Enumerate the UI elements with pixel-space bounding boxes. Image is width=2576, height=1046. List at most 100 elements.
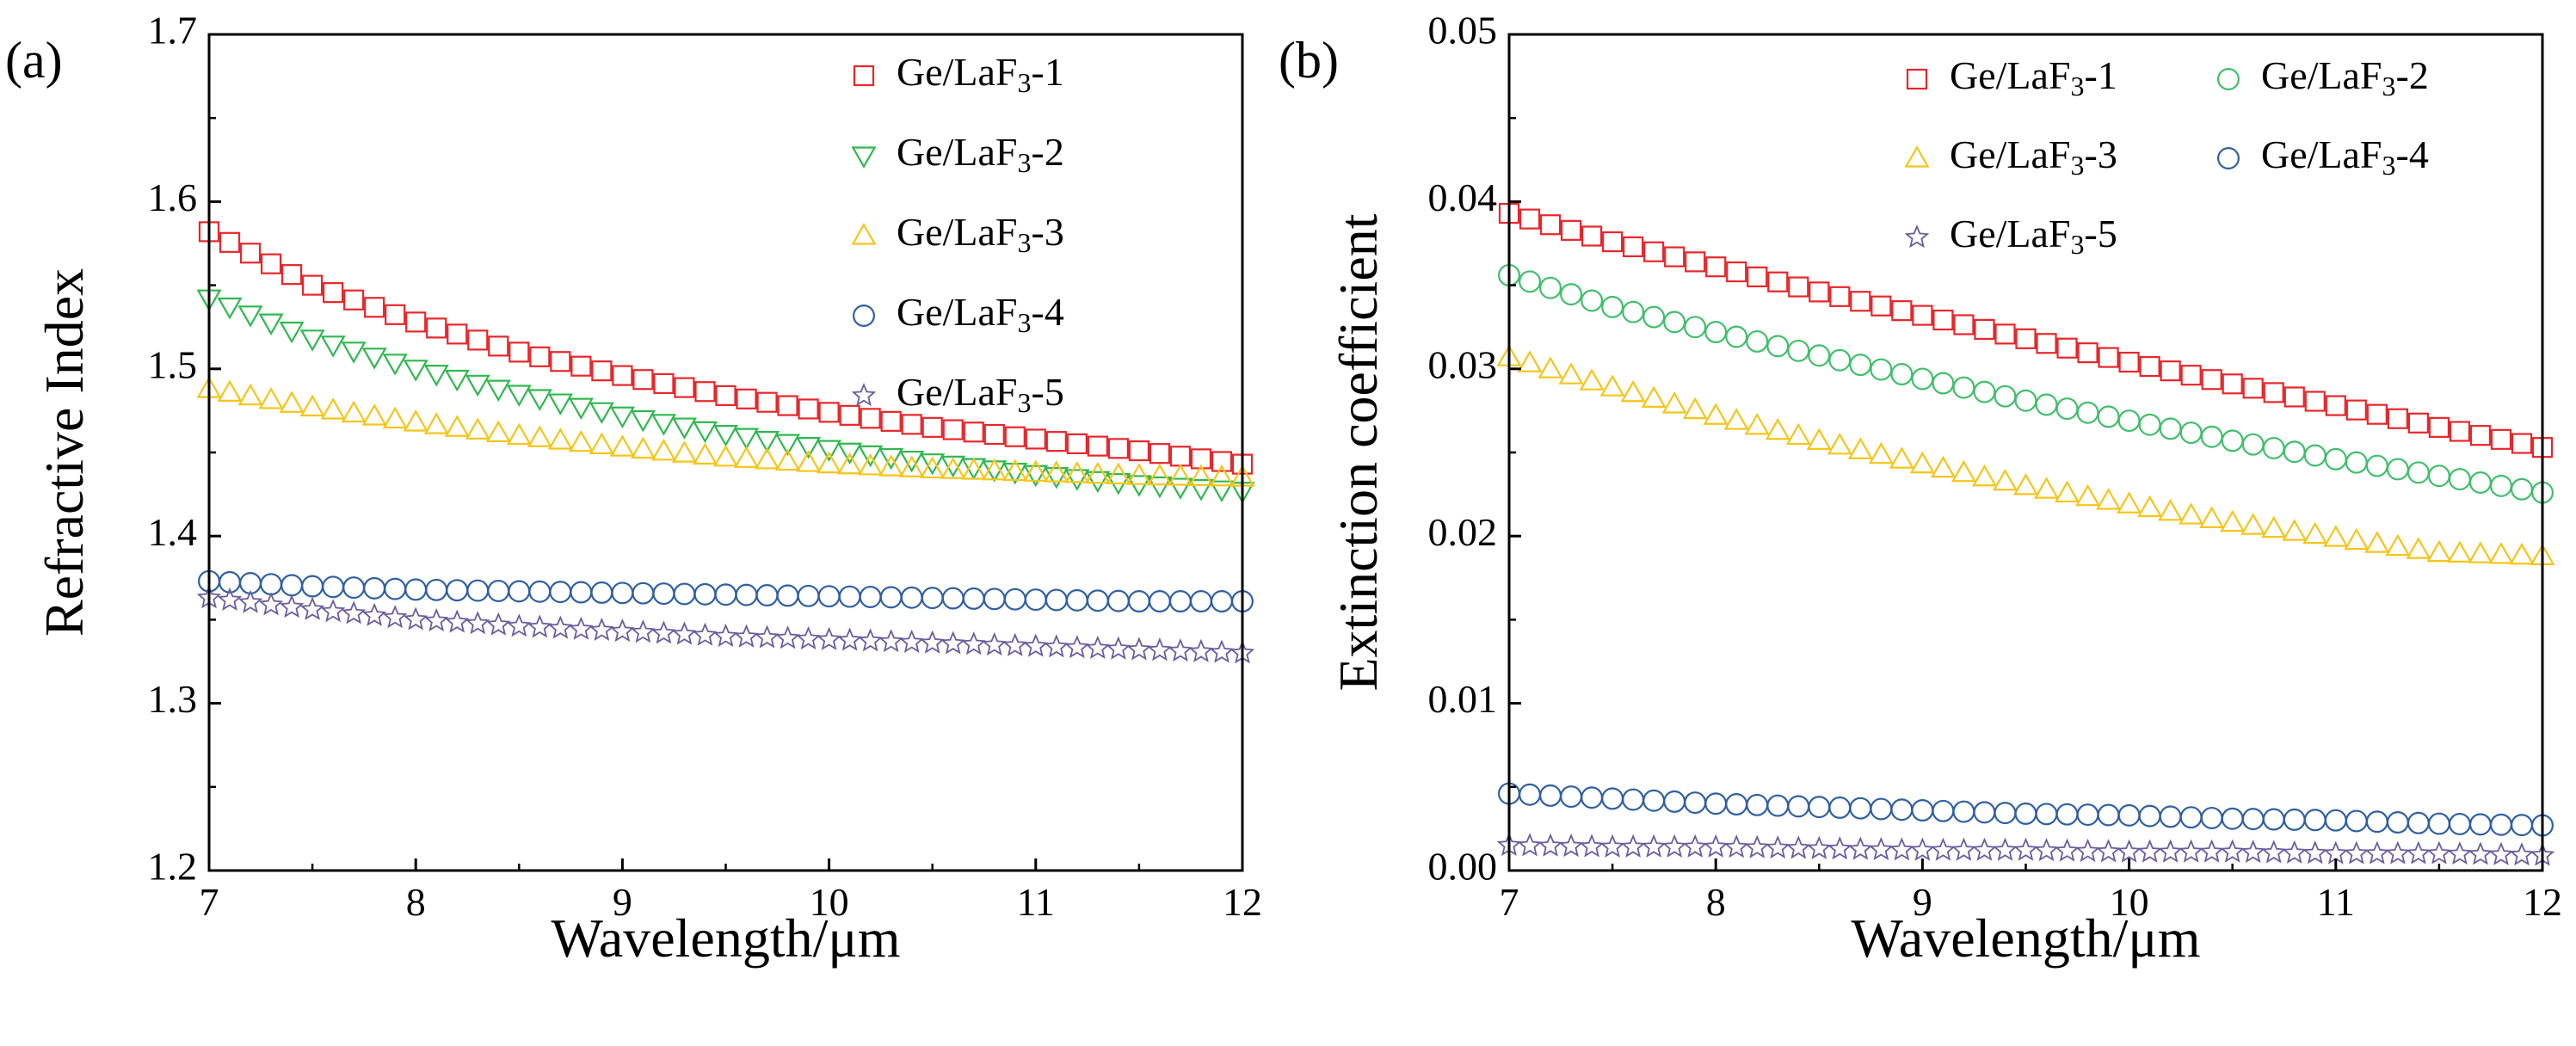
data-point xyxy=(693,582,717,606)
x-tick-label: 9 xyxy=(1913,880,1932,924)
data-point xyxy=(508,580,531,603)
legend-item-3: Ge/LaF3-3 xyxy=(851,210,1064,258)
data-point xyxy=(299,329,325,352)
data-point xyxy=(2468,841,2493,865)
data-point xyxy=(568,429,594,452)
data-point xyxy=(1726,261,1747,283)
data-point xyxy=(1065,588,1088,612)
data-point xyxy=(1168,464,1193,486)
legend-label-subscript: 3 xyxy=(1018,147,1032,178)
data-point xyxy=(2427,812,2450,835)
data-point xyxy=(1994,802,2017,825)
data-point xyxy=(632,581,655,605)
data-point xyxy=(589,617,614,641)
data-point xyxy=(528,580,552,603)
data-point xyxy=(2468,813,2492,836)
data-point xyxy=(1560,785,1583,809)
data-point xyxy=(1744,834,1770,858)
data-point xyxy=(2345,809,2368,833)
data-point xyxy=(405,311,427,333)
data-point xyxy=(1147,476,1173,499)
legend-marker xyxy=(1906,68,1928,90)
data-point xyxy=(1952,800,1975,823)
data-point xyxy=(1787,339,1810,362)
data-point xyxy=(1870,797,1893,821)
data-point xyxy=(921,587,944,610)
legend-marker xyxy=(853,65,875,87)
data-point xyxy=(1641,834,1667,858)
data-point xyxy=(2365,454,2388,477)
data-point xyxy=(485,379,511,402)
data-point xyxy=(1622,788,1645,811)
data-point xyxy=(1599,374,1625,397)
data-point xyxy=(279,594,305,618)
data-point xyxy=(1025,428,1046,450)
data-point xyxy=(878,454,904,477)
data-point xyxy=(2324,809,2347,832)
data-point xyxy=(901,414,922,435)
legend-marker xyxy=(853,305,875,327)
data-point xyxy=(1723,834,1749,858)
data-point xyxy=(2055,803,2079,826)
data-point xyxy=(1911,799,1934,821)
data-point xyxy=(878,629,903,653)
data-point xyxy=(733,428,760,450)
data-point xyxy=(941,587,964,610)
data-point xyxy=(488,335,509,357)
data-point xyxy=(1642,305,1666,329)
legend-marker xyxy=(851,146,877,169)
data-point xyxy=(1767,271,1789,292)
data-point xyxy=(1827,432,1852,455)
data-point xyxy=(1620,379,1646,403)
data-point xyxy=(1994,323,2016,345)
data-point xyxy=(1601,231,1624,253)
data-point xyxy=(2345,451,2368,474)
data-point xyxy=(1085,461,1111,484)
x-tick-label: 10 xyxy=(2110,880,2149,924)
data-point xyxy=(2325,395,2346,416)
data-point xyxy=(2488,542,2514,564)
data-point xyxy=(754,447,780,470)
data-point xyxy=(2137,839,2162,863)
data-point xyxy=(837,627,862,651)
data-point xyxy=(2365,810,2388,834)
data-point xyxy=(2096,488,2122,510)
data-point xyxy=(320,335,346,358)
data-point xyxy=(1209,639,1235,663)
data-point xyxy=(506,422,532,446)
data-point xyxy=(1910,837,1935,861)
data-point xyxy=(817,451,842,474)
data-point xyxy=(1850,291,1871,312)
data-point xyxy=(630,436,656,459)
legend-item-3: Ge/LaF3-3 xyxy=(1904,132,2117,181)
x-tick-label: 11 xyxy=(1017,880,1055,924)
plot-area xyxy=(1497,202,2554,866)
data-point xyxy=(258,313,284,336)
data-point xyxy=(1974,318,1995,341)
legend-item-2: Ge/LaF3-2 xyxy=(2217,53,2429,102)
data-point xyxy=(2034,838,2059,862)
data-point xyxy=(1623,236,1644,257)
data-point xyxy=(2511,433,2533,454)
data-point xyxy=(982,631,1008,656)
data-point xyxy=(2509,842,2535,866)
data-point xyxy=(1992,468,2018,491)
data-point xyxy=(1560,219,1582,241)
data-point xyxy=(817,626,841,650)
data-point xyxy=(878,447,904,471)
data-point xyxy=(260,253,282,274)
data-point xyxy=(920,453,946,476)
data-point xyxy=(1704,321,1728,344)
data-point xyxy=(2199,839,2224,863)
data-point xyxy=(712,444,739,467)
data-point xyxy=(301,575,324,598)
legend-marker xyxy=(851,383,877,407)
data-point xyxy=(652,582,675,606)
data-point xyxy=(1188,479,1214,501)
legend-label-main: Ge/LaF xyxy=(897,50,1018,94)
data-point xyxy=(2075,483,2101,507)
data-point xyxy=(217,587,243,611)
data-point xyxy=(1972,837,1997,861)
y-tick-label: 1.7 xyxy=(148,9,198,52)
